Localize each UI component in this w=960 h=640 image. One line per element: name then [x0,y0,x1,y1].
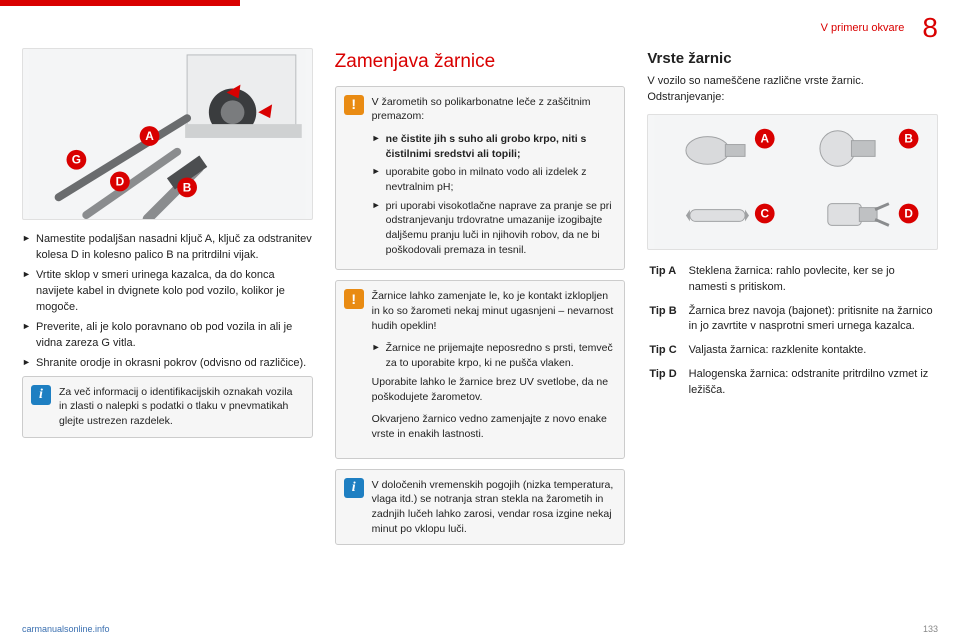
svg-text:D: D [905,206,914,220]
type-key: Tip D [649,367,686,405]
svg-text:D: D [116,174,125,188]
figure-wheel-tools: A G D B [22,48,313,220]
col1-bullet-list: Namestite podaljšan nasadni ključ A, klj… [22,232,313,372]
type-val: Valjasta žarnica: razklenite kontakte. [689,343,936,365]
warn2-p3: Okvarjeno žarnico vedno zamenjajte z nov… [372,412,615,441]
column-2: Zamenjava žarnice ! V žarometih so polik… [335,48,626,620]
list-item: pri uporabi visokotlačne naprave za pran… [372,199,615,258]
list-item: Žarnice ne prijemajte neposredno s prsti… [372,341,615,370]
type-val: Žarnica brez navoja (bajonet): pritisnit… [689,304,936,342]
warning-icon: ! [344,289,364,309]
info-icon: i [31,385,51,405]
info-box-identification: i Za več informacij o identifikacijskih … [22,376,313,438]
list-item: ne čistite jih s suho ali grobo krpo, ni… [372,132,615,161]
list-item: Vrtite sklop v smeri urinega kazalca, da… [22,268,313,316]
column-3: Vrste žarnic V vozilo so nameščene razli… [647,48,938,620]
col3-intro: V vozilo so nameščene različne vrste žar… [647,74,938,106]
list-item: Shranite orodje in okrasni pokrov (odvis… [22,356,313,372]
table-row: Tip CValjasta žarnica: razklenite kontak… [649,343,936,365]
list-item: uporabite gobo in milnato vodo ali izdel… [372,165,615,194]
page-number: 133 [923,624,938,634]
heading-zamenjava: Zamenjava žarnice [335,48,626,76]
warning-icon: ! [344,95,364,115]
svg-text:A: A [145,129,154,143]
column-1: A G D B Namestite podaljšan nasadni klju… [22,48,313,620]
heading-vrste: Vrste žarnic [647,48,938,70]
table-row: Tip BŽarnica brez navoja (bajonet): prit… [649,304,936,342]
warn2-p2: Uporabite lahko le žarnice brez UV svetl… [372,375,615,404]
warning-box-bulb-handling: ! Žarnice lahko zamenjate le, ko je kont… [335,280,626,458]
info-text: Za več informacij o identifikacijskih oz… [59,386,292,427]
info-box-condensation: i V določenih vremenskih pogojih (nizka … [335,469,626,546]
svg-text:B: B [183,180,192,194]
source-anchor[interactable]: carmanualsonline.info [22,624,110,634]
section-label: V primeru okvare [821,22,905,34]
table-row: Tip ASteklena žarnica: rahlo povlecite, … [649,264,936,302]
type-val: Steklena žarnica: rahlo povlecite, ker s… [689,264,936,302]
source-link: carmanualsonline.info [22,624,110,634]
top-red-bar [0,0,240,6]
page-header: V primeru okvare 8 [22,14,938,42]
warn1-b1: ne čistite jih s suho ali grobo krpo, ni… [386,133,587,160]
info-text: V določenih vremenskih pogojih (nizka te… [372,479,614,535]
info-icon: i [344,478,364,498]
svg-text:G: G [72,153,81,167]
chapter-number: 8 [922,14,938,42]
list-item: Namestite podaljšan nasadni ključ A, klj… [22,232,313,264]
svg-text:C: C [761,206,770,220]
type-key: Tip B [649,304,686,342]
type-val: Halogenska žarnica: odstranite pritrdiln… [689,367,936,405]
table-row: Tip DHalogenska žarnica: odstranite prit… [649,367,936,405]
warning-box-lens-care: ! V žarometih so polikarbonatne leče z z… [335,86,626,271]
type-key: Tip C [649,343,686,365]
figure-bulb-types: A B C D [647,114,938,250]
bulb-type-table: Tip ASteklena žarnica: rahlo povlecite, … [647,262,938,408]
type-key: Tip A [649,264,686,302]
svg-text:B: B [905,131,914,145]
page-footer: carmanualsonline.info 133 [22,620,938,634]
svg-text:A: A [761,131,770,145]
list-item: Preverite, ali je kolo poravnano ob pod … [22,320,313,352]
warn2-p1: Žarnice lahko zamenjate le, ko je kontak… [372,289,615,333]
warn1-intro: V žarometih so polikarbonatne leče z zaš… [372,95,615,124]
